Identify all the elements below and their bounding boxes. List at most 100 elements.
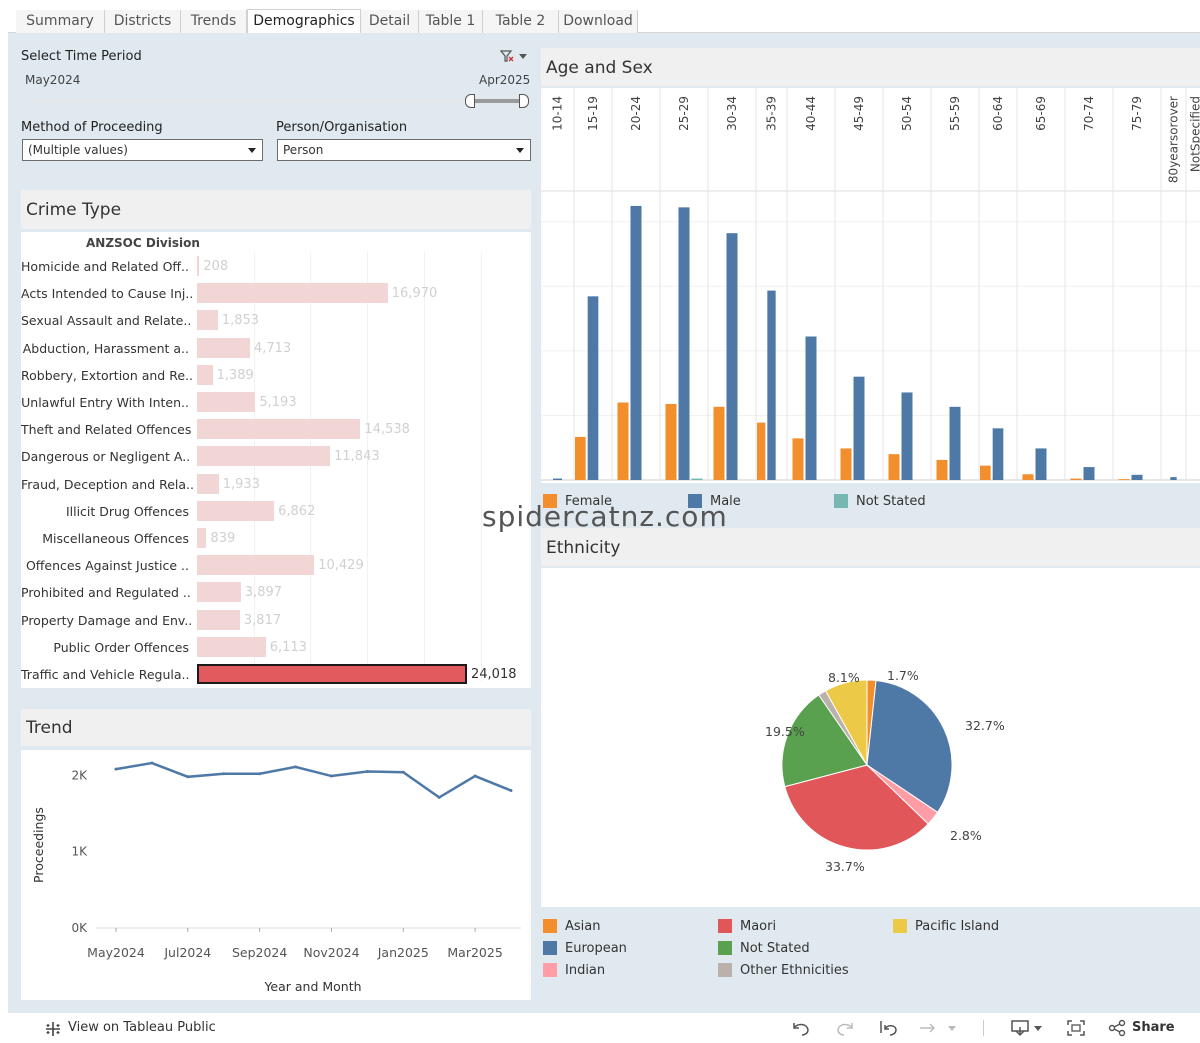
filter-clear-icon[interactable] <box>500 49 530 63</box>
crime-type-bar[interactable] <box>197 364 213 385</box>
y-axis-label: Proceedings <box>31 807 46 883</box>
age-sex-bar-female <box>1070 478 1082 480</box>
age-sex-bar-female <box>1022 474 1034 480</box>
crime-type-label[interactable]: Dangerous or Negligent A.. <box>21 449 191 465</box>
age-sex-bar-female <box>792 438 804 480</box>
legend-label: Not Stated <box>740 941 810 956</box>
dashboard: Select Time Period May2024 Apr2025 Metho… <box>8 33 1200 1013</box>
crime-type-label[interactable]: Unlawful Entry With Inten.. <box>21 395 189 410</box>
legend-item[interactable]: Maori <box>718 919 776 934</box>
pie-slice-label: 2.8% <box>950 828 982 843</box>
crime-type-bar[interactable] <box>197 582 241 603</box>
tab-download[interactable]: Download <box>559 10 638 33</box>
legend-swatch <box>543 941 557 955</box>
crime-type-chart: ANZSOC Division Homicide and Related Off… <box>21 232 531 688</box>
crime-type-label[interactable]: Abduction, Harassment a.. <box>22 340 189 356</box>
trend-point <box>258 772 262 776</box>
legend-swatch <box>718 919 732 933</box>
legend-swatch <box>543 963 557 977</box>
tableau-logo-icon <box>46 1022 60 1036</box>
crime-type-bar[interactable] <box>197 473 219 494</box>
crime-type-label[interactable]: Prohibited and Regulated .. <box>21 585 191 601</box>
gridline <box>253 252 255 682</box>
crime-type-label[interactable]: Miscellaneous Offences <box>42 531 189 546</box>
tab-table-2[interactable]: Table 2 <box>483 10 559 33</box>
revert-icon[interactable] <box>878 1019 900 1037</box>
share-icon[interactable] <box>1108 1019 1126 1037</box>
crime-type-label[interactable]: Property Damage and Env.. <box>21 612 193 628</box>
age-group-label: 15-19 <box>586 96 600 131</box>
crime-type-label[interactable]: Offences Against Justice .. <box>25 558 189 574</box>
crime-type-bar[interactable] <box>197 446 331 467</box>
time-slider-track[interactable] <box>25 100 530 102</box>
tab-districts[interactable]: Districts <box>105 10 181 33</box>
pie-slice-label: 8.1% <box>828 670 860 685</box>
age-sex-bar-male <box>1083 467 1095 480</box>
view-on-tableau-link[interactable]: View on Tableau Public <box>68 1020 216 1035</box>
legend-item[interactable]: Pacific Island <box>893 919 999 934</box>
legend-label: Asian <box>565 919 601 934</box>
legend-swatch <box>543 494 557 508</box>
crime-type-label[interactable]: Theft and Related Offences <box>21 422 192 438</box>
age-sex-bar-female <box>980 465 991 480</box>
crime-type-label[interactable]: Homicide and Related Off.. <box>21 259 189 274</box>
legend-item[interactable]: Female <box>543 494 612 509</box>
legend-label: European <box>565 941 627 956</box>
legend-item[interactable]: European <box>543 941 627 956</box>
toolbar-divider <box>983 1020 984 1036</box>
ethnicity-title: Ethnicity <box>541 528 1200 566</box>
download-icon[interactable] <box>1010 1019 1046 1037</box>
crime-type-bar[interactable] <box>197 392 256 412</box>
legend-item[interactable]: Not Stated <box>834 494 926 509</box>
crime-type-label[interactable]: Sexual Assault and Relate.. <box>21 313 192 329</box>
crime-type-bar[interactable] <box>197 283 388 304</box>
crime-type-label[interactable]: Robbery, Extortion and Re.. <box>21 367 193 383</box>
crime-type-bar[interactable] <box>197 664 467 684</box>
tab-trends[interactable]: Trends <box>181 10 247 33</box>
crime-type-label[interactable]: Public Order Offences <box>53 639 189 655</box>
crime-type-label[interactable]: Traffic and Vehicle Regula.. <box>21 667 190 682</box>
crime-type-label[interactable]: Illicit Drug Offences <box>65 503 189 519</box>
x-axis-label: Year and Month <box>263 979 361 994</box>
tab-summary[interactable]: Summary <box>16 10 105 33</box>
legend-item[interactable]: Other Ethnicities <box>718 963 849 978</box>
time-slider-end-handle[interactable] <box>519 94 529 108</box>
crime-type-value: 24,018 <box>471 667 517 682</box>
crime-type-bar[interactable] <box>197 337 250 358</box>
tab-table-1[interactable]: Table 1 <box>419 10 483 33</box>
redo-icon[interactable] <box>834 1019 856 1037</box>
crime-type-label[interactable]: Fraud, Deception and Rela.. <box>21 476 194 492</box>
legend-swatch <box>893 919 907 933</box>
age-sex-bar-male <box>726 233 738 480</box>
method-value: (Multiple values) <box>28 143 128 157</box>
crime-type-bar[interactable] <box>197 500 275 521</box>
legend-item[interactable]: Male <box>688 494 741 509</box>
age-group-label: 75-79 <box>1130 96 1144 131</box>
person-dropdown[interactable]: Person <box>277 139 531 161</box>
legend-item[interactable]: Indian <box>543 963 605 978</box>
crime-type-value: 10,429 <box>318 558 364 574</box>
crime-type-bar[interactable] <box>197 609 240 630</box>
age-sex-bar-not-stated <box>691 478 703 480</box>
tab-detail[interactable]: Detail <box>361 10 419 33</box>
crime-type-bar[interactable] <box>197 636 266 657</box>
legend-item[interactable]: Not Stated <box>718 941 810 956</box>
crime-type-bar[interactable] <box>197 256 200 276</box>
crime-type-bar[interactable] <box>197 555 315 576</box>
undo-icon[interactable] <box>790 1019 812 1037</box>
tab-bar: Summary Districts Trends Demographics Detail… <box>8 0 1200 34</box>
age-sex-bar-chart: 10-14 15-19 20-24 25-29 30-34 35-39 40-44 45-49… <box>541 88 1200 481</box>
share-button[interactable]: Share <box>1132 1020 1175 1035</box>
legend-item[interactable]: Asian <box>543 919 600 934</box>
method-dropdown[interactable]: (Multiple values) <box>22 139 263 161</box>
crime-type-label[interactable]: Acts Intended to Cause Inj.. <box>21 286 194 302</box>
tab-demographics[interactable]: Demographics <box>247 9 361 34</box>
refresh-icon[interactable] <box>918 1019 958 1037</box>
time-slider-start-handle[interactable] <box>465 94 475 108</box>
age-group-label: 80yearsorover <box>1167 96 1181 183</box>
age-group-label: 10-14 <box>551 96 565 131</box>
crime-type-bar[interactable] <box>197 419 361 440</box>
fullscreen-icon[interactable] <box>1066 1019 1086 1037</box>
crime-type-bar[interactable] <box>197 528 207 548</box>
crime-type-bar[interactable] <box>197 310 218 331</box>
